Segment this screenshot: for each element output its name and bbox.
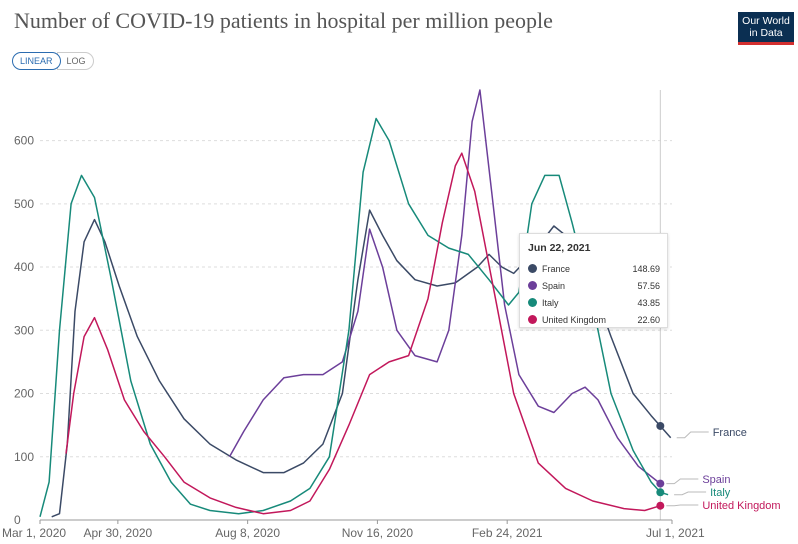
x-tick-label: Aug 8, 2020 xyxy=(215,526,280,540)
tooltip-series-value: 57.56 xyxy=(637,280,660,291)
chart-title: Number of COVID-19 patients in hospital … xyxy=(14,8,553,33)
y-tick-label: 200 xyxy=(14,387,34,401)
scale-toggle: LINEAR LOG xyxy=(12,52,94,70)
label-connector xyxy=(676,431,709,439)
tooltip-series-value: 22.60 xyxy=(637,314,660,325)
series-label: Spain xyxy=(702,474,730,486)
label-connector xyxy=(666,504,699,507)
series-end-marker xyxy=(656,421,665,430)
series-label: United Kingdom xyxy=(702,500,780,512)
logo-line-1: Our World xyxy=(742,15,790,27)
legend-dot xyxy=(528,281,537,290)
tooltip-series-value: 148.69 xyxy=(632,263,660,274)
tooltip-row: Italy 43.85 xyxy=(528,294,660,311)
tooltip-series-name: Italy xyxy=(542,297,559,308)
series-line-spain xyxy=(228,89,661,485)
y-tick-label: 600 xyxy=(14,134,34,148)
series-label: France xyxy=(713,427,747,439)
tooltip-row: United Kingdom 22.60 xyxy=(528,311,660,328)
linear-scale-button[interactable]: LINEAR xyxy=(12,52,61,70)
legend-dot xyxy=(528,298,537,307)
owid-logo[interactable]: Our World in Data xyxy=(738,12,794,45)
series-line-italy xyxy=(39,117,669,517)
y-tick-label: 400 xyxy=(14,260,34,274)
series-label: Italy xyxy=(710,487,731,499)
label-connector xyxy=(666,478,699,485)
logo-line-2: in Data xyxy=(749,27,783,39)
tooltip-row: France 148.69 xyxy=(528,260,660,277)
tooltip: Jun 22, 2021 France 148.69 Spain 57.56 I… xyxy=(519,233,668,328)
x-tick-label: Apr 30, 2020 xyxy=(84,526,153,540)
x-tick-label: Feb 24, 2021 xyxy=(472,526,543,540)
series-end-marker xyxy=(656,488,665,497)
legend-dot xyxy=(528,315,537,324)
tooltip-series-value: 43.85 xyxy=(637,297,660,308)
y-tick-label: 100 xyxy=(14,450,34,464)
y-tick-label: 300 xyxy=(14,323,34,337)
x-tick-label: Mar 1, 2020 xyxy=(2,526,66,540)
series-line-united-kingdom xyxy=(65,152,661,515)
series-end-marker xyxy=(656,501,665,510)
tooltip-series-name: United Kingdom xyxy=(542,314,607,325)
y-tick-label: 0 xyxy=(14,513,21,527)
label-connector xyxy=(674,491,707,496)
y-tick-label: 500 xyxy=(14,197,34,211)
series-end-marker xyxy=(656,479,665,488)
legend-dot xyxy=(528,264,537,273)
tooltip-series-name: Spain xyxy=(542,280,566,291)
x-tick-label: Jul 1, 2021 xyxy=(646,526,705,540)
tooltip-date: Jun 22, 2021 xyxy=(528,242,591,254)
tooltip-row: Spain 57.56 xyxy=(528,277,660,294)
tooltip-series-name: France xyxy=(542,263,571,274)
x-tick-label: Nov 16, 2020 xyxy=(342,526,414,540)
